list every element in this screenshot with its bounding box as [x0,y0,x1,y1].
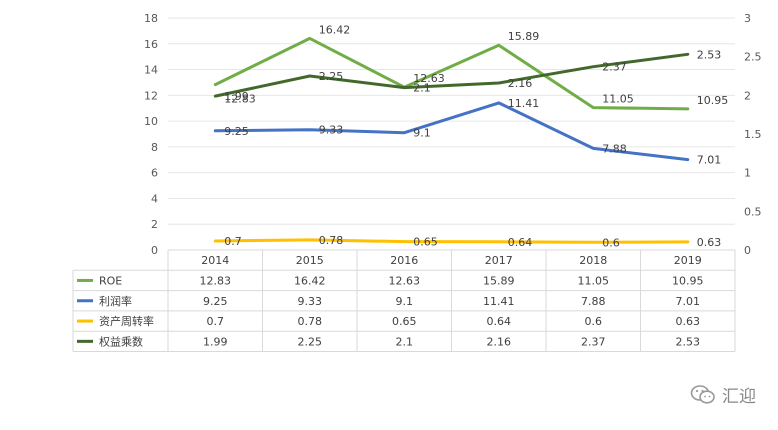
data-label: 0.7 [224,235,242,248]
data-label: 2.16 [508,77,533,90]
data-label: 0.6 [602,236,620,249]
data-label: 12.83 [224,93,256,106]
category-label: 2015 [296,254,324,267]
data-label: 9.33 [319,124,344,137]
series-line [213,238,690,244]
table-cell: 0.78 [298,315,323,328]
gridlines [168,17,735,225]
y-left-tick-label: 2 [151,218,158,231]
table-cell: 11.05 [578,274,610,287]
series-lines [213,36,690,244]
table-cell: 2.1 [396,335,414,348]
table-cell: 10.95 [672,274,704,287]
series-line [213,36,690,111]
wechat-icon [690,384,715,404]
table-cell: 2.37 [581,335,606,348]
y-left-tick-label: 18 [144,12,158,25]
table-cell: 2.53 [676,335,701,348]
legend-label: 利润率 [99,294,132,308]
data-label: 2.25 [319,70,344,83]
y-left-tick-label: 8 [151,141,158,154]
data-label: 16.42 [319,23,351,36]
table-cell: 0.6 [585,315,603,328]
series-line [213,101,690,162]
y-right-tick-label: 2 [744,89,751,102]
data-label: 12.63 [413,72,445,85]
category-label: 2016 [390,254,418,267]
data-labels: 12.83 16.42 12.63 15.89 11.05 10.95 9.25 9.33 9.… [224,23,728,249]
data-label: 11.05 [602,93,634,106]
category-label: 2017 [485,254,513,267]
y-right-tick-label: 2.5 [744,51,762,64]
table-cell: 1.99 [203,335,228,348]
y-right-tick-label: 3 [744,12,751,25]
data-label: 10.95 [697,94,729,107]
y-left-tick-label: 12 [144,89,158,102]
category-label: 2014 [201,254,229,267]
data-label: 0.63 [697,236,722,249]
y-right-tick-label: 1.5 [744,128,762,141]
legend-label: 权益乘数 [99,334,143,348]
table-cell: 0.7 [207,315,225,328]
legend-label: 资产周转率 [99,314,154,328]
y-left-tick-label: 14 [144,64,158,77]
y-left-tick-label: 6 [151,167,158,180]
data-label: 11.41 [508,97,540,110]
table-cell: 7.88 [581,295,606,308]
y-right-tick-label: 0 [744,244,751,257]
category-label: 2019 [674,254,702,267]
table-cell: 0.63 [676,315,701,328]
table-cell: 15.89 [483,274,515,287]
data-label: 0.64 [508,236,533,249]
category-label: 2018 [579,254,607,267]
y-left-tick-label: 10 [144,115,158,128]
table-cell: 16.42 [294,274,326,287]
data-label: 9.25 [224,125,249,138]
data-label: 7.01 [697,154,722,167]
table-cell: 11.41 [483,295,515,308]
table-cell: 7.01 [676,295,701,308]
table-cell: 12.83 [200,274,232,287]
table-cell: 2.16 [487,335,512,348]
data-label: 0.78 [319,234,344,247]
table-cell: 9.33 [298,295,323,308]
table-cell: 0.65 [392,315,417,328]
y-left-tick-label: 0 [151,244,158,257]
table-cell: 9.1 [396,295,414,308]
y-right-tick-label: 1 [744,167,751,180]
data-label: 9.1 [413,127,431,140]
table-cell: 0.64 [487,315,512,328]
table-cell: 9.25 [203,295,228,308]
data-label: 15.89 [508,30,540,43]
y-right-tick-label: 0.5 [744,205,762,218]
y-left-tick-label: 16 [144,38,158,51]
data-label: 2.37 [602,61,627,74]
table-cell: 2.25 [298,335,323,348]
watermark: 汇迎 [690,382,756,407]
data-label: 1.99 [224,90,249,103]
data-label: 0.65 [413,236,438,249]
table-cell: 12.63 [389,274,421,287]
data-label: 7.88 [602,142,627,155]
data-table: 2014 2015 2016 2017 2018 2019 ROE 12.83 16.42 12.… [72,249,736,352]
watermark-text: 汇迎 [722,387,756,407]
data-label: 2.53 [697,48,722,61]
y-left-tick-label: 4 [151,192,158,205]
series-line [213,52,690,98]
legend-label: ROE [99,274,122,287]
data-label: 2.1 [413,82,431,95]
